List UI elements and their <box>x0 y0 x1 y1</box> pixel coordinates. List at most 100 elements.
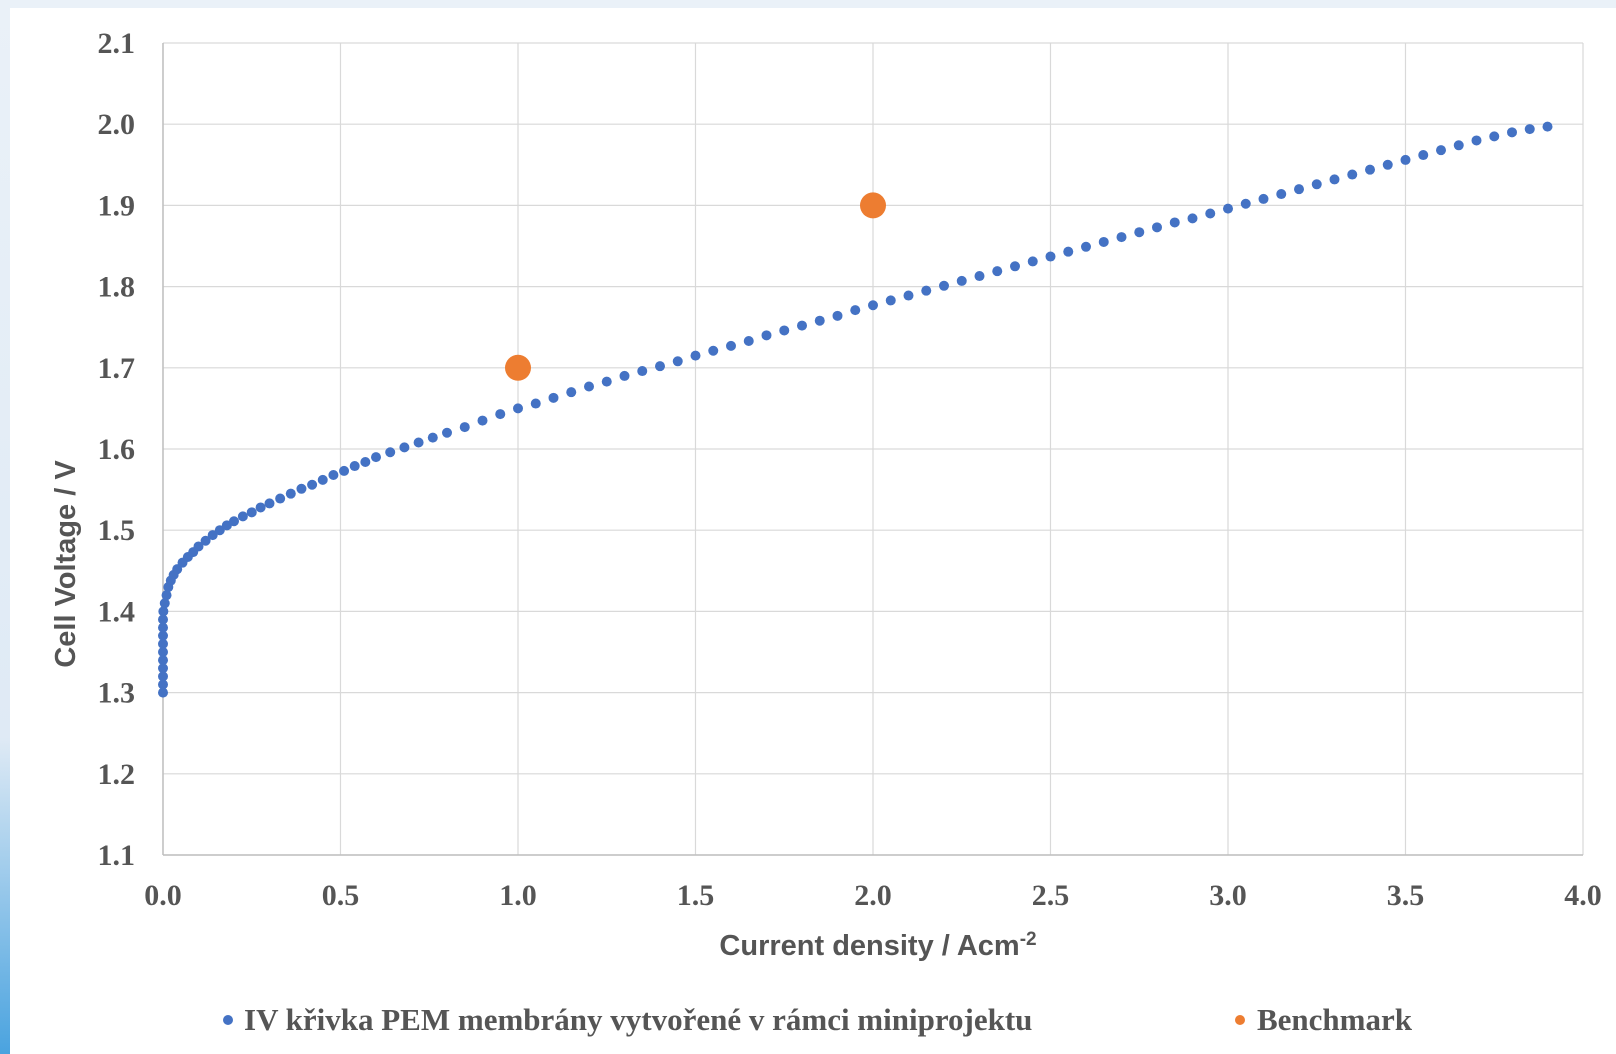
iv-data-point <box>158 655 168 666</box>
iv-data-point <box>246 507 257 518</box>
iv-data-point <box>566 387 577 398</box>
iv-data-point <box>939 280 949 291</box>
legend-marker-iv-curve <box>223 1015 233 1025</box>
iv-data-point <box>1116 232 1127 243</box>
iv-data-point <box>158 687 168 698</box>
iv-data-point <box>690 350 701 361</box>
iv-data-point <box>672 356 683 367</box>
iv-data-point <box>548 392 559 403</box>
iv-data-point <box>814 315 825 326</box>
x-tick-label: 2.5 <box>1032 879 1070 912</box>
iv-data-point <box>158 614 168 625</box>
iv-data-point <box>1169 217 1180 228</box>
benchmark-data-point <box>505 354 531 381</box>
x-tick-label: 4.0 <box>1564 879 1602 912</box>
iv-data-point <box>832 310 843 321</box>
iv-data-point <box>1045 251 1056 262</box>
y-tick-label: 1.6 <box>98 433 136 466</box>
iv-data-point <box>1276 189 1287 200</box>
iv-data-point <box>1365 164 1375 175</box>
iv-data-point <box>743 336 754 347</box>
window-edge <box>0 0 10 1054</box>
iv-data-point <box>200 535 211 546</box>
y-tick-label: 1.5 <box>98 514 136 547</box>
iv-data-point <box>1240 198 1251 209</box>
x-axis-title: Current density / Acm-2 <box>719 929 1036 963</box>
x-tick-label: 3.0 <box>1209 879 1247 912</box>
x-tick-label: 1.5 <box>677 879 715 912</box>
iv-data-point <box>974 271 985 282</box>
iv-data-point <box>255 502 266 513</box>
iv-data-point <box>360 456 371 467</box>
series-benchmark <box>505 192 886 381</box>
iv-data-point <box>726 340 736 351</box>
legend: IV křivka PEM membrány vytvořené v rámci… <box>223 1002 1413 1037</box>
y-tick-label: 1.7 <box>98 352 136 385</box>
y-axis-title: Cell Voltage / V <box>50 460 82 668</box>
iv-data-point <box>399 442 410 453</box>
iv-data-point <box>1258 193 1269 204</box>
iv-data-point <box>413 437 424 448</box>
iv-data-point <box>1187 213 1198 224</box>
chart-area <box>10 8 1616 1054</box>
iv-data-point <box>1027 256 1038 267</box>
iv-data-point <box>371 452 381 463</box>
iv-data-point <box>459 422 470 433</box>
iv-data-point <box>530 398 541 409</box>
iv-data-point <box>1436 145 1446 156</box>
iv-data-point <box>1205 208 1216 219</box>
iv-data-point <box>885 295 896 306</box>
iv-data-point <box>619 370 630 381</box>
y-tick-label: 1.8 <box>98 271 136 304</box>
iv-data-point <box>285 488 296 499</box>
iv-data-point <box>956 275 967 286</box>
benchmark-data-point <box>860 192 886 219</box>
iv-data-point <box>1134 227 1145 238</box>
iv-data-point <box>442 427 452 438</box>
iv-data-point <box>158 671 168 682</box>
iv-data-point <box>207 530 218 541</box>
iv-data-point <box>903 290 914 301</box>
iv-data-point <box>1382 159 1393 170</box>
x-tick-label: 0.5 <box>322 879 360 912</box>
iv-data-point <box>193 541 204 552</box>
iv-data-point <box>1311 179 1322 190</box>
iv-data-point <box>1418 150 1429 161</box>
iv-data-point <box>307 479 318 490</box>
iv-data-point <box>1507 127 1517 138</box>
legend-label-iv-curve: IV křivka PEM membrány vytvořené v rámci… <box>244 1002 1032 1037</box>
iv-data-point <box>1329 174 1340 185</box>
iv-data-point <box>779 325 790 336</box>
x-tick-label: 1.0 <box>499 879 537 912</box>
iv-data-point <box>1524 124 1535 135</box>
x-axis-ticks: 0.0 0.5 1.0 1.5 2.0 2.5 3.0 3.5 4.0 <box>144 879 1602 912</box>
iv-data-point <box>158 647 168 657</box>
iv-data-point <box>264 498 275 509</box>
iv-data-point <box>1400 154 1411 165</box>
iv-data-point <box>159 598 170 609</box>
iv-data-point <box>921 285 932 296</box>
y-tick-label: 2.1 <box>98 27 136 60</box>
iv-data-point <box>1294 184 1304 195</box>
y-tick-label: 1.2 <box>98 758 136 791</box>
iv-data-point <box>328 469 339 480</box>
iv-data-point <box>992 266 1003 277</box>
iv-data-point <box>601 376 612 387</box>
iv-data-point <box>158 606 169 617</box>
iv-data-point <box>1347 169 1358 180</box>
iv-data-point <box>1010 261 1020 272</box>
iv-data-point <box>1542 121 1553 132</box>
iv-data-point <box>296 483 307 494</box>
iv-data-point <box>275 493 286 504</box>
x-tick-label: 2.0 <box>854 879 892 912</box>
iv-data-point <box>584 381 594 392</box>
series-iv-curve <box>158 121 1553 698</box>
iv-data-point <box>349 461 360 472</box>
iv-data-point <box>427 432 438 443</box>
iv-data-point <box>797 320 807 331</box>
y-tick-label: 1.9 <box>98 189 136 222</box>
iv-data-point <box>1223 203 1233 214</box>
x-tick-label: 0.0 <box>144 879 182 912</box>
iv-data-point <box>317 474 328 485</box>
